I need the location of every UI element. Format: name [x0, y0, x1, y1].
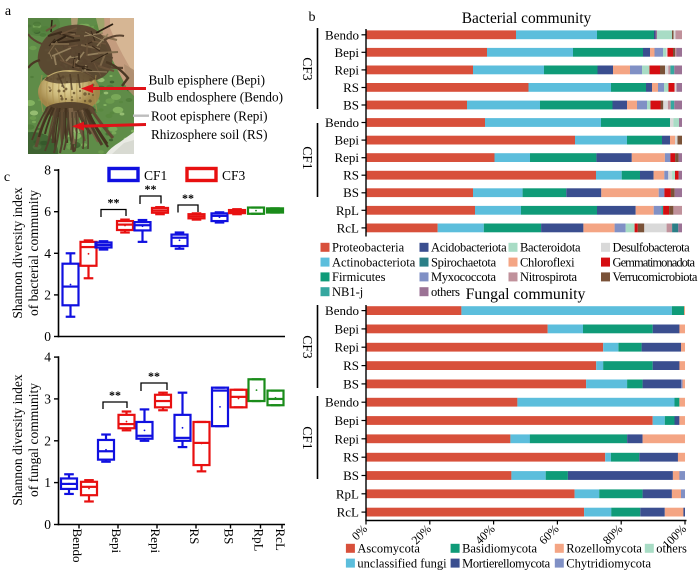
svg-text:RpL: RpL: [336, 486, 359, 501]
svg-text:others: others: [431, 285, 460, 299]
svg-text:RS: RS: [343, 358, 359, 373]
svg-text:Mortierellomycota: Mortierellomycota: [462, 556, 551, 570]
svg-text:2: 2: [44, 433, 51, 448]
svg-text:Bendo: Bendo: [70, 529, 85, 563]
svg-text:CF3: CF3: [300, 57, 315, 81]
svg-text:Rozellomycota: Rozellomycota: [566, 542, 642, 556]
svg-text:Bepi: Bepi: [334, 133, 359, 148]
svg-text:8: 8: [44, 163, 51, 178]
svg-text:Gemmatimonadota: Gemmatimonadota: [613, 255, 696, 269]
svg-text:CF1: CF1: [300, 426, 315, 449]
svg-text:2: 2: [44, 287, 51, 302]
svg-text:6: 6: [44, 204, 51, 219]
svg-text:Bendo: Bendo: [325, 395, 359, 410]
svg-text:4: 4: [44, 246, 51, 261]
svg-text:3: 3: [44, 391, 51, 406]
svg-text:**: **: [108, 196, 120, 210]
svg-text:RpL: RpL: [336, 203, 359, 218]
svg-text:b: b: [309, 10, 316, 25]
svg-text:CF3: CF3: [300, 335, 315, 359]
svg-text:of fungal community: of fungal community: [26, 383, 41, 497]
svg-text:Bendo: Bendo: [325, 303, 359, 318]
svg-text:RS: RS: [187, 529, 202, 545]
svg-text:RpL: RpL: [252, 529, 267, 552]
svg-text:Shannon diversity index: Shannon diversity index: [10, 187, 25, 318]
svg-text:0: 0: [44, 329, 51, 344]
svg-text:Repi: Repi: [334, 340, 359, 355]
svg-text:Repi: Repi: [334, 431, 359, 446]
svg-text:Bulb endosphere (Bendo): Bulb endosphere (Bendo): [148, 90, 284, 105]
svg-text:NB1-j: NB1-j: [332, 285, 363, 299]
svg-text:CF1: CF1: [144, 168, 167, 183]
svg-text:Bendo: Bendo: [325, 27, 359, 42]
svg-text:BS: BS: [343, 468, 359, 483]
svg-text:Bepi: Bepi: [334, 321, 359, 336]
svg-text:Bendo: Bendo: [325, 115, 359, 130]
svg-text:Root episphere (Repi): Root episphere (Repi): [151, 109, 267, 124]
svg-text:others: others: [656, 542, 687, 556]
svg-text:Shannon diversity index: Shannon diversity index: [10, 374, 25, 505]
svg-text:Rhizosphere soil (RS): Rhizosphere soil (RS): [151, 127, 267, 142]
svg-text:RcL: RcL: [337, 505, 359, 520]
svg-text:Repi: Repi: [334, 150, 359, 165]
svg-text:4: 4: [44, 350, 51, 365]
svg-text:**: **: [182, 191, 194, 205]
svg-text:Bacterial community: Bacterial community: [462, 10, 592, 27]
svg-text:RS: RS: [343, 450, 359, 465]
svg-text:Bepi: Bepi: [334, 413, 359, 428]
svg-text:unclassified fungi: unclassified fungi: [357, 556, 447, 570]
svg-text:Bepi: Bepi: [334, 45, 359, 60]
svg-text:Chytridiomycota: Chytridiomycota: [566, 556, 651, 570]
svg-text:CF3: CF3: [222, 168, 246, 183]
svg-text:Desulfobacterota: Desulfobacterota: [613, 241, 691, 255]
svg-text:Repi: Repi: [334, 62, 359, 77]
svg-text:Actinobacteriota: Actinobacteriota: [332, 255, 416, 269]
svg-text:Bacteroidota: Bacteroidota: [520, 241, 581, 255]
svg-text:RS: RS: [343, 80, 359, 95]
svg-text:**: **: [109, 388, 121, 402]
svg-text:BS: BS: [343, 98, 359, 113]
svg-text:Verrucomicrobiota: Verrucomicrobiota: [613, 270, 698, 284]
svg-text:Spirochaetota: Spirochaetota: [431, 255, 497, 269]
svg-text:CF1: CF1: [300, 146, 315, 169]
svg-text:Bulb episphere (Bepi): Bulb episphere (Bepi): [149, 73, 265, 88]
svg-text:RS: RS: [343, 168, 359, 183]
svg-text:Firmicutes: Firmicutes: [332, 270, 386, 284]
svg-text:Acidobacteriota: Acidobacteriota: [431, 241, 507, 255]
svg-text:RcL: RcL: [337, 220, 359, 235]
svg-text:Proteobacteria: Proteobacteria: [332, 241, 405, 255]
svg-text:0: 0: [44, 517, 51, 532]
svg-text:Bepi: Bepi: [109, 529, 124, 554]
svg-text:Myxococcota: Myxococcota: [431, 270, 496, 284]
svg-text:Basidiomycota: Basidiomycota: [462, 542, 537, 556]
svg-text:Fungal community: Fungal community: [466, 286, 586, 303]
svg-text:Chloroflexi: Chloroflexi: [520, 255, 575, 269]
svg-text:Nitrospirota: Nitrospirota: [520, 270, 578, 284]
svg-text:Repi: Repi: [148, 529, 163, 554]
svg-text:BS: BS: [343, 185, 359, 200]
svg-text:BS: BS: [222, 529, 237, 545]
svg-text:Ascomycota: Ascomycota: [357, 542, 420, 556]
svg-text:**: **: [148, 369, 160, 383]
svg-text:a: a: [5, 4, 12, 19]
svg-text:RcL: RcL: [273, 529, 288, 551]
svg-text:c: c: [4, 170, 10, 185]
svg-text:BS: BS: [343, 376, 359, 391]
svg-text:**: **: [145, 182, 157, 196]
svg-text:1: 1: [44, 475, 51, 490]
svg-text:of bacterial community: of bacterial community: [26, 190, 41, 316]
